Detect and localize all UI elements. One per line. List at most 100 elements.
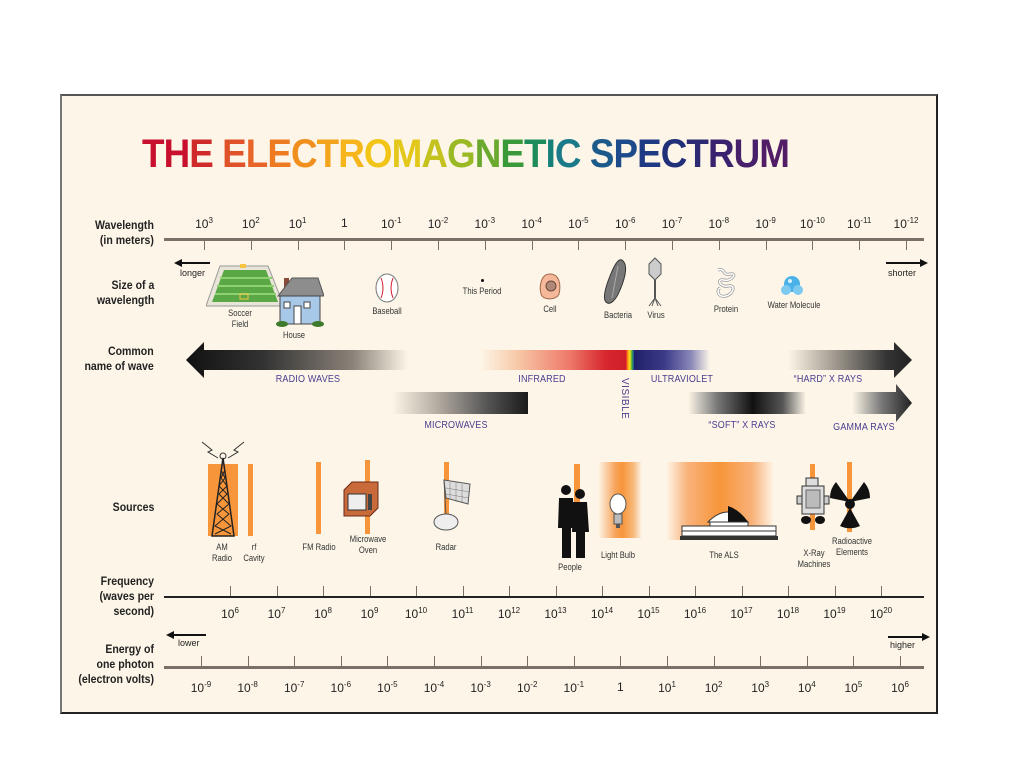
wavelength-tick	[531, 241, 533, 250]
wavelength-tick	[765, 241, 767, 250]
wavelength-tick-label: 10-9	[755, 216, 776, 231]
frequency-tick	[834, 586, 836, 596]
energy-tick-label: 10-5	[377, 680, 398, 695]
arrow-label-higher: higher	[890, 640, 916, 650]
soccer-field-icon	[206, 264, 285, 307]
energy-tick	[760, 656, 762, 666]
radio-tower-icon	[201, 441, 245, 537]
source-label-light-bulb: Light Bulb	[600, 550, 636, 560]
wave-label-gamma: GAMMA RAYS	[833, 422, 895, 433]
row-label-size: Size of a wavelength	[96, 278, 154, 307]
title-letter: L	[245, 132, 269, 176]
size-label-soccer-field: Soccer Field	[228, 308, 252, 329]
radioactive-icon	[830, 482, 870, 529]
wavelength-tick	[578, 241, 580, 250]
wave-label-infrared: INFRARED	[518, 374, 566, 385]
title-letter: R	[338, 132, 365, 176]
frequency-tick-label: 1017	[730, 606, 753, 621]
source-label-people: People	[558, 562, 582, 572]
wavelength-tick-label: 10-12	[893, 216, 919, 231]
energy-tick	[340, 656, 342, 666]
energy-tick-label: 10-2	[516, 680, 538, 695]
arrow-label-longer: longer	[180, 268, 206, 278]
cell-icon	[539, 273, 561, 300]
frequency-tick	[323, 586, 324, 596]
frequency-tick	[416, 586, 417, 596]
wavelength-tick-label: 10-4	[521, 216, 542, 231]
size-label-cell: Cell	[543, 304, 557, 314]
title-letter: E	[267, 132, 292, 176]
wavelength-tick	[438, 241, 439, 250]
wavelength-tick-label: 10-6	[614, 216, 636, 231]
row-label-frequency: Frequency (waves per second)	[99, 574, 154, 618]
row-label-wavelength: Wavelength (in meters)	[95, 218, 154, 247]
title-letter: A	[421, 132, 448, 176]
title-letter: M	[759, 132, 790, 176]
title-letter	[213, 132, 222, 177]
title-letter: C	[554, 132, 582, 176]
energy-tick-label: 102	[704, 680, 723, 695]
arrow-right-higher-icon	[888, 633, 930, 641]
size-label-house: House	[282, 330, 306, 340]
frequency-tick	[509, 586, 510, 596]
fm-radio-icon	[316, 462, 321, 534]
source-label-radar: Radar	[435, 542, 457, 552]
radar-dish-icon	[433, 479, 471, 531]
visible-band	[626, 350, 634, 370]
gamma-rays-band	[852, 384, 912, 422]
frequency-tick-label: 1011	[451, 606, 474, 621]
energy-tick-label: 1	[617, 680, 624, 694]
title-letter: T	[686, 132, 709, 176]
source-label-am-radio: AM Radio	[212, 542, 232, 563]
frequency-tick-label: 107	[267, 606, 286, 621]
frequency-tick-label: 1014	[590, 606, 614, 621]
frequency-tick-label: 1016	[683, 606, 707, 621]
energy-tick	[247, 656, 249, 666]
spectrum-panel: THE ELECTROMAGNETIC SPECTRUM Wavelength(…	[60, 94, 938, 714]
energy-tick	[387, 656, 389, 666]
title-letter: C	[290, 132, 318, 176]
size-label-virus: Virus	[647, 310, 665, 320]
wavelength-tick-label: 101	[288, 216, 307, 231]
radio-waves-band	[186, 342, 408, 378]
energy-tick	[527, 656, 529, 666]
size-label-baseball: Baseball	[372, 306, 402, 316]
title-letter: P	[613, 132, 638, 176]
wavelength-tick	[391, 241, 393, 250]
frequency-tick	[602, 586, 603, 596]
soft-xrays-band	[688, 392, 806, 414]
energy-tick	[806, 656, 808, 666]
frequency-tick	[741, 586, 743, 596]
energy-tick-label: 106	[891, 680, 909, 695]
water-molecule-icon	[781, 276, 803, 295]
wavelength-tick	[625, 241, 627, 250]
microwave-oven-icon	[343, 481, 379, 517]
source-label-als: The ALS	[709, 550, 739, 560]
als-building-icon	[680, 506, 778, 540]
wavelength-tick	[484, 241, 486, 250]
wave-label-visible: VISIBLE	[619, 378, 630, 420]
frequency-tick-label: 1018	[776, 606, 800, 621]
light-bulb-icon	[609, 493, 627, 528]
energy-tick-label: 10-6	[330, 680, 352, 695]
wavelength-tick-label: 10-1	[380, 216, 402, 231]
energy-tick-label: 103	[751, 680, 770, 695]
wave-label-hard-xrays: “HARD” X RAYS	[793, 374, 863, 385]
frequency-tick	[788, 586, 789, 596]
wavelength-tick-label: 10-3	[474, 216, 496, 231]
wavelength-tick-label: 10-11	[847, 216, 872, 231]
title-letter: C	[660, 132, 688, 176]
energy-tick	[434, 656, 435, 666]
frequency-tick-label: 1012	[497, 606, 521, 621]
xray-machine-icon	[796, 477, 830, 524]
row-label-energy: Energy of one photon (electron volts)	[78, 642, 154, 686]
title-letter: T	[316, 132, 340, 176]
frequency-tick-label: 109	[360, 606, 379, 621]
arrow-left-lower-icon	[166, 631, 206, 639]
arrow-label-lower: lower	[178, 638, 200, 648]
wavelength-tick-label: 102	[241, 216, 260, 231]
energy-tick-label: 105	[844, 680, 863, 695]
wave-label-ultraviolet: ULTRAVIOLET	[650, 374, 714, 385]
wavelength-tick	[812, 241, 814, 250]
energy-tick	[713, 656, 715, 666]
